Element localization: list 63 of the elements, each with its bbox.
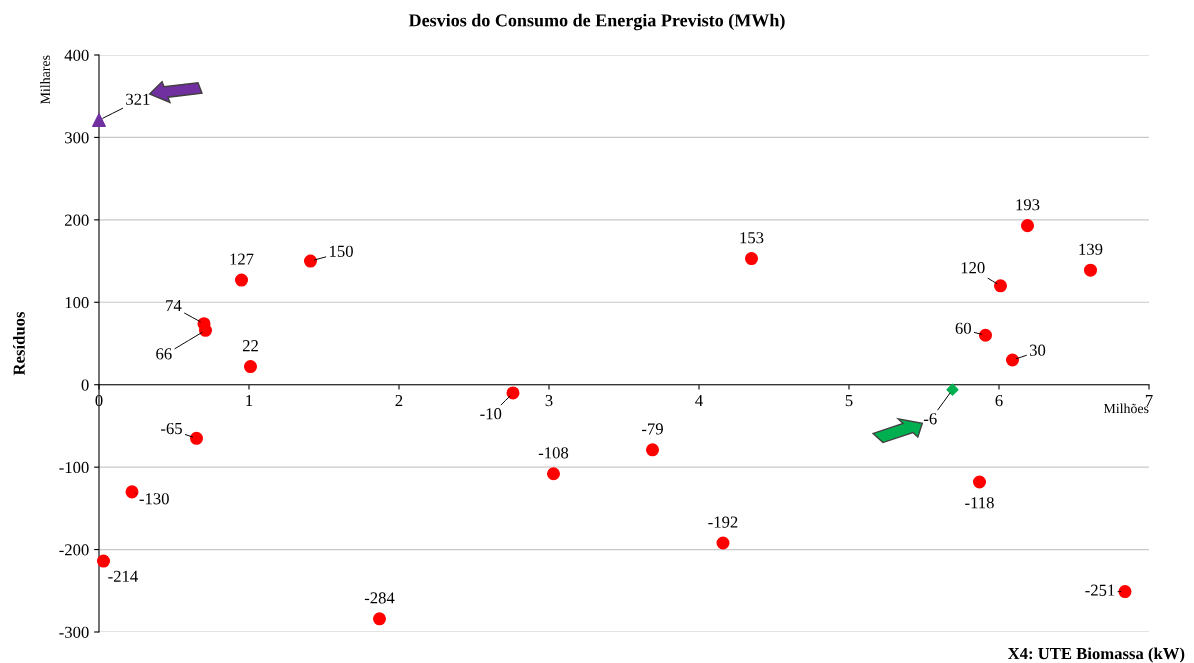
y-tick-label: -200	[59, 544, 89, 556]
data-label: 74	[166, 300, 182, 312]
data-label: -65	[161, 422, 182, 435]
point	[198, 323, 213, 337]
text: Milhares	[40, 55, 50, 104]
x-axis-title: X4: UTE Biomassa (kW)	[1007, 647, 1185, 663]
data-label: 22	[242, 340, 258, 352]
y-tick-label: 400	[64, 49, 89, 61]
x-tick-label: 1	[246, 395, 253, 406]
point	[372, 612, 387, 626]
data-label: -192	[708, 516, 738, 528]
x-tick-label: 6	[995, 394, 1003, 407]
data-label: 321	[126, 93, 150, 105]
y-tick-label: 100	[65, 296, 89, 309]
point	[716, 536, 730, 550]
point	[234, 273, 249, 287]
y-tick-label: 300	[65, 132, 89, 144]
data-label: -118	[965, 497, 994, 509]
data-label: 153	[740, 232, 764, 244]
point	[125, 485, 139, 499]
y-tick-label: -300	[59, 626, 89, 638]
point	[744, 252, 759, 266]
point	[303, 254, 318, 268]
chart-title: Desvios do Consumo de Energia Previsto (MWh)	[408, 13, 785, 31]
point	[972, 475, 987, 489]
point	[96, 554, 111, 568]
data-label: -284	[364, 592, 395, 604]
data-label: 30	[1029, 344, 1046, 356]
point	[1083, 263, 1098, 277]
point	[1005, 353, 1020, 367]
y-tick-label: 0	[81, 379, 89, 391]
point	[1118, 585, 1132, 599]
y-tick-label: 200	[65, 214, 89, 226]
data-label: 120	[961, 262, 985, 274]
point	[993, 279, 1008, 293]
point	[546, 467, 561, 481]
data-label: 193	[1016, 199, 1040, 211]
point	[189, 431, 204, 445]
data-label: -108	[538, 447, 569, 459]
data-label: -79	[642, 423, 663, 435]
y-axis-title: Resíduos	[13, 311, 25, 376]
x-tick-label: 4	[695, 395, 703, 406]
data-label: 139	[1079, 243, 1103, 255]
point	[978, 328, 993, 342]
data-label: 150	[330, 245, 353, 257]
y-tick-label: -100	[59, 461, 89, 474]
data-label: -6	[923, 413, 937, 425]
point	[946, 383, 959, 396]
data-label: 60	[955, 322, 971, 334]
data-label: -251	[1085, 584, 1115, 596]
x-tick-label: 5	[845, 395, 853, 407]
point	[1020, 219, 1035, 233]
point	[243, 360, 258, 374]
data-label: 66	[156, 348, 172, 360]
data-label: -10	[480, 408, 502, 420]
point	[506, 386, 520, 400]
point	[645, 443, 660, 457]
data-label: 127	[230, 253, 254, 265]
data-label: -130	[139, 493, 169, 505]
point	[92, 113, 106, 128]
x-tick-label: 2	[395, 394, 403, 406]
data-label: -214	[108, 570, 138, 582]
x-tick-label: 3	[545, 394, 553, 407]
